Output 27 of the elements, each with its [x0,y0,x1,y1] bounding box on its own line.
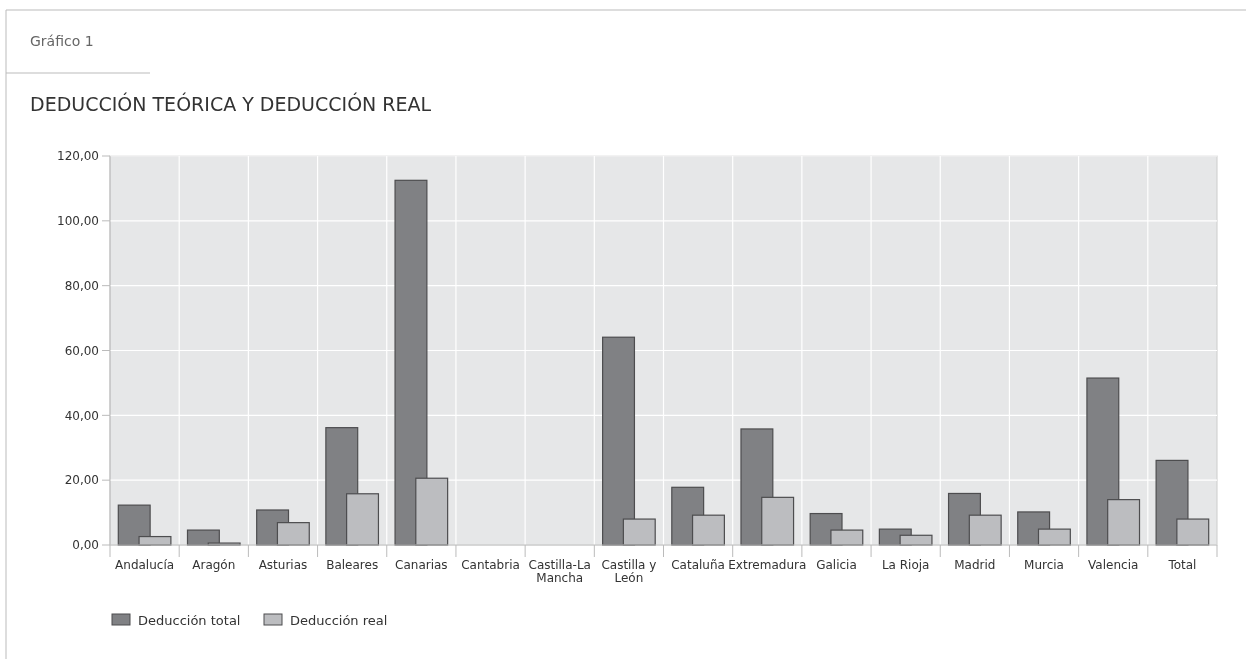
x-tick-label: Canarias [395,558,448,572]
x-tick-label: Aragón [192,558,236,572]
x-tick-label: La Rioja [881,558,930,572]
text: Gráfico 1 [30,33,94,49]
x-tick-label: Madrid [954,558,996,572]
x-tick-label: Galicia [816,558,857,572]
x-tick-label: Asturias [258,558,308,572]
y-tick-label: 100,00 [57,214,99,229]
y-tick-label: 40,00 [64,408,99,423]
x-tick-label: Baleares [326,558,379,572]
x-tick-label: Cantabria [461,558,520,572]
y-tick-label: 0,00 [72,538,99,553]
x-tick-label: Castilla y León [601,558,657,585]
x-tick-label: Castilla-La Mancha [528,558,591,585]
x-tick-label: Valencia [1088,558,1139,572]
legend-label: Deducción total [138,612,241,628]
x-tick-label: Andalucía [115,558,175,572]
y-tick-label: 20,00 [64,473,99,488]
chart-title: DEDUCCIÓN TEÓRICA Y DEDUCCIÓN REAL [30,92,432,115]
x-tick-label: Murcia [1024,558,1064,572]
x-tick-label: Total [1167,558,1197,572]
y-tick-label: 120,00 [57,149,99,164]
y-tick-label: 60,00 [64,343,99,358]
y-tick-label: 80,00 [64,278,99,293]
x-tick-label: Cataluña [671,558,725,572]
legend-label: Deducción real [290,612,388,628]
x-tick-label: Extremadura [728,558,807,572]
